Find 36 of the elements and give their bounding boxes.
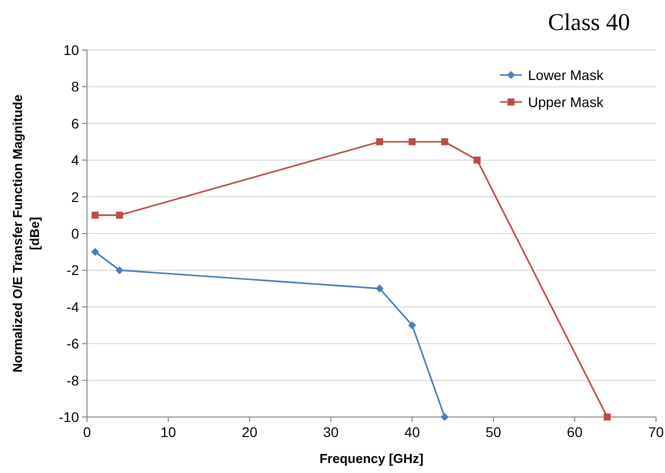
y-tick-label: -4 — [66, 298, 80, 315]
y-tick-label: 0 — [71, 226, 80, 242]
legend-label: Upper Mask — [528, 94, 604, 110]
y-tick-label: 6 — [71, 115, 80, 132]
y-tick-label: -8 — [66, 372, 80, 388]
y-axis-title: Normalized O/E Transfer Function Magnitude [dBe] — [10, 94, 42, 373]
x-tick-label: 70 — [648, 424, 664, 440]
y-tick-label: -6 — [66, 336, 80, 352]
point — [376, 284, 384, 293]
y-tick-label: -10 — [58, 409, 80, 425]
x-tick-label: 60 — [566, 424, 583, 440]
point — [441, 138, 448, 146]
y-tick-label: 8 — [71, 78, 80, 95]
point — [440, 413, 449, 421]
point — [92, 212, 99, 219]
chart-title: Class 40 — [548, 10, 630, 36]
point — [474, 156, 481, 164]
x-axis-title: Frequency [GHz] — [319, 451, 424, 466]
y-tick-label: 4 — [71, 152, 80, 168]
point — [376, 138, 384, 146]
y-tick-label: 2 — [71, 188, 80, 205]
x-tick-label: 50 — [486, 424, 502, 440]
point — [91, 248, 100, 256]
point — [604, 414, 611, 420]
point — [116, 266, 124, 274]
x-tick-label: 20 — [242, 424, 258, 440]
legend-label: Lower Mask — [528, 67, 604, 83]
point — [408, 321, 416, 330]
x-tick-label: 0 — [83, 424, 92, 440]
x-tick-label: 40 — [404, 424, 420, 440]
point — [408, 138, 416, 146]
point — [116, 212, 124, 219]
y-tick-label: -2 — [66, 262, 80, 278]
x-tick-label: 10 — [160, 424, 176, 440]
x-tick-label: 30 — [323, 424, 339, 440]
y-tick-label: 10 — [63, 42, 80, 58]
